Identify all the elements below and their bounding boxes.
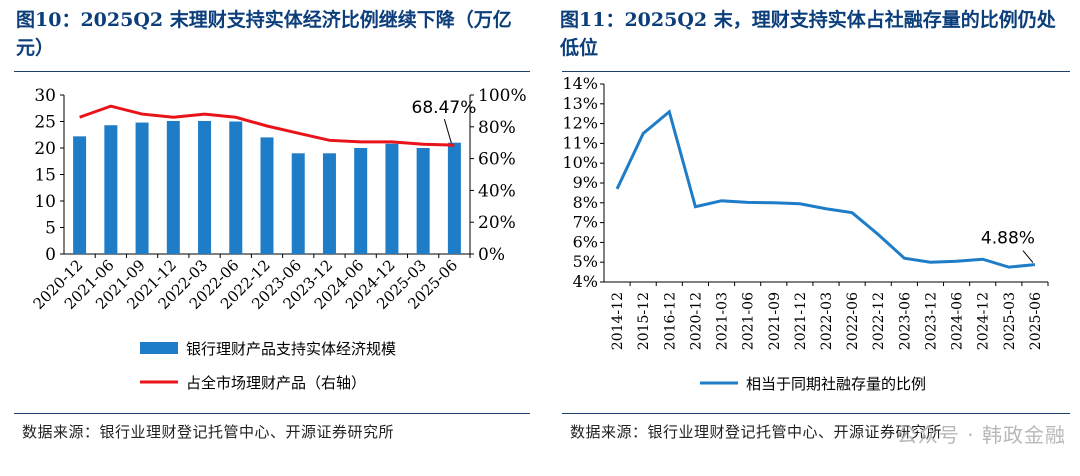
x-tick-label-2021-12: 2021-12: [793, 292, 809, 350]
right-top-rule: [562, 71, 1070, 72]
left-chart: 0510152025300%20%40%60%80%100%2020-12202…: [30, 86, 527, 392]
bar-2025-03: [416, 148, 430, 254]
annotation-leader: [1022, 250, 1034, 263]
x-tick-label-2021-09: 2021-09: [767, 292, 783, 350]
right-y-tick-label: 40%: [478, 181, 516, 201]
y-tick-label: 9%: [573, 173, 598, 192]
y-tick-label: 7%: [573, 213, 598, 232]
y-tick-label: 13%: [562, 94, 598, 113]
bar-2021-09: [135, 122, 149, 254]
legend-line-label: 相当于同期社融存量的比例: [746, 375, 926, 393]
x-tick-label-2023-06: 2023-06: [897, 292, 913, 350]
bar-2022-03: [198, 120, 212, 254]
bar-2023-12: [322, 153, 336, 254]
bar-2022-12: [260, 137, 274, 254]
y-tick-label: 11%: [562, 133, 598, 152]
watermark-text: 公众号 · 韩政金融: [896, 423, 1066, 447]
legend-line-label: 占全市场理财产品（右轴）: [186, 374, 366, 392]
x-tick-label-2021-03: 2021-03: [715, 292, 731, 350]
bar-2023-06: [291, 153, 305, 254]
legend-bar-label: 银行理财产品支持实体经济规模: [186, 340, 396, 358]
right-y-tick-label: 100%: [478, 86, 527, 106]
x-tick-label-2020-12: 2020-12: [688, 292, 704, 350]
left-top-rule: [14, 71, 530, 72]
right-figure-title: 图11：2025Q2 末，理财支持实体占社融存量的比例仍处 低位: [560, 6, 1072, 62]
right-y-tick-label: 0%: [478, 245, 505, 265]
left-y-tick-label: 25: [34, 113, 56, 133]
left-y-tick-label: 0: [45, 245, 56, 265]
left-y-tick-label: 15: [34, 166, 56, 186]
x-tick-label-2022-03: 2022-03: [819, 292, 835, 350]
right-title-line1: 图11：2025Q2 末，理财支持实体占社融存量的比例仍处: [560, 9, 1056, 31]
right-title-line2: 低位: [560, 37, 599, 59]
y-tick-label: 4%: [573, 272, 598, 291]
x-tick-label-2021-06: 2021-06: [741, 292, 757, 350]
x-tick-label-2022-06: 2022-06: [845, 292, 861, 350]
x-tick-label-2024-12: 2024-12: [976, 292, 992, 350]
left-y-tick-label: 20: [34, 139, 56, 159]
bar-2022-06: [229, 121, 243, 254]
bar-2021-06: [104, 125, 118, 255]
x-tick-label-2025-03: 2025-03: [1002, 292, 1018, 350]
ratio-line: [615, 109, 1036, 269]
y-tick-label: 8%: [573, 193, 598, 212]
left-title-line2: 元）: [16, 37, 55, 59]
left-figure-title: 图10：2025Q2 末理财支持实体经济比例继续下降（万亿 元）: [16, 6, 521, 62]
bar-2021-12: [166, 120, 180, 254]
annotation-label: 4.88%: [981, 229, 1035, 249]
right-bottom-rule: [562, 413, 1070, 414]
y-tick-label: 5%: [573, 252, 598, 271]
annotation-label: 68.47%: [412, 98, 477, 118]
share-line: [79, 104, 455, 147]
bar-2024-06: [354, 148, 368, 254]
left-y-tick-label: 5: [45, 219, 56, 239]
bar-2025-06: [447, 142, 461, 254]
right-figure: 图11：2025Q2 末，理财支持实体占社融存量的比例仍处 低位 4% 5% 6% 7…: [548, 0, 1080, 476]
bar-2024-12: [385, 143, 399, 254]
y-tick-label: 6%: [573, 232, 598, 251]
right-y-tick-label: 60%: [478, 150, 516, 170]
x-tick-label-2023-12: 2023-12: [923, 292, 939, 350]
left-figure: 图10：2025Q2 末理财支持实体经济比例继续下降（万亿 元） 0 5 10 15 2…: [14, 6, 530, 441]
x-tick-label-2016-12: 2016-12: [662, 292, 678, 350]
left-bottom-rule: [14, 413, 530, 414]
left-y-tick-label: 30: [34, 86, 56, 106]
x-tick-label-2014-12: 2014-12: [610, 292, 626, 350]
left-title-line1: 图10：2025Q2 末理财支持实体经济比例继续下降（万亿: [16, 9, 512, 31]
y-tick-label: 10%: [562, 153, 598, 172]
legend-bar-swatch: [140, 342, 178, 354]
right-y-tick-label: 20%: [478, 213, 516, 233]
annotation-leader: [443, 118, 452, 144]
x-tick-label-2025-06: 2025-06: [1028, 292, 1044, 350]
bar-2020-12: [73, 136, 87, 254]
left-source-note: 数据来源：银行业理财登记托管中心、开源证券研究所: [22, 423, 395, 441]
left-y-tick-label: 10: [34, 192, 56, 212]
x-tick-label-2022-12: 2022-12: [871, 292, 887, 350]
x-tick-label-2015-12: 2015-12: [636, 292, 652, 350]
right-chart: 4%5%6%7%8%9%10%11%12%13%14% 2014-12 2015-1…: [562, 74, 1049, 393]
x-tick-label-2024-06: 2024-06: [950, 292, 966, 350]
y-tick-label: 12%: [562, 114, 598, 133]
right-source-note: 数据来源：银行业理财登记托管中心、开源证券研究所: [570, 423, 943, 441]
y-tick-label: 14%: [562, 74, 598, 93]
right-y-tick-label: 80%: [478, 118, 516, 138]
